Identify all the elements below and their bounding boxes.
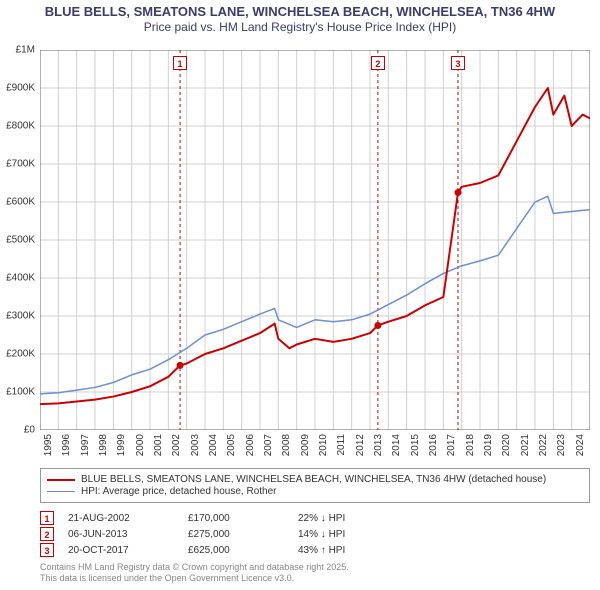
sale-dot xyxy=(374,322,381,329)
x-tick-label: 2006 xyxy=(245,434,256,456)
x-tick-label: 2022 xyxy=(538,434,549,456)
sales-price: £170,000 xyxy=(188,513,298,524)
x-tick-label: 2003 xyxy=(190,434,201,456)
legend-swatch xyxy=(47,479,75,481)
x-tick-label: 2011 xyxy=(336,434,347,456)
sales-row: 2 06-JUN-2013£275,00014% ↓ HPI xyxy=(40,526,590,542)
sale-marker: 3 xyxy=(451,56,465,70)
x-tick-label: 2023 xyxy=(556,434,567,456)
y-tick-label: £300K xyxy=(0,311,35,322)
x-tick-label: 2014 xyxy=(391,434,402,456)
x-tick-label: 1995 xyxy=(43,434,54,456)
sales-price: £625,000 xyxy=(188,545,298,556)
x-tick-label: 2016 xyxy=(428,434,439,456)
sales-marker: 2 xyxy=(40,527,54,541)
x-tick-label: 2015 xyxy=(410,434,421,456)
x-tick-label: 2019 xyxy=(483,434,494,456)
legend-row: HPI: Average price, detached house, Roth… xyxy=(47,486,583,497)
x-tick-label: 2021 xyxy=(520,434,531,456)
sales-date: 20-OCT-2017 xyxy=(68,545,188,556)
x-tick-label: 2024 xyxy=(575,434,586,456)
chart-svg xyxy=(40,50,590,430)
x-tick-label: 2010 xyxy=(318,434,329,456)
y-tick-label: £400K xyxy=(0,273,35,284)
sales-delta: 43% ↑ HPI xyxy=(298,545,398,556)
x-tick-label: 2018 xyxy=(465,434,476,456)
sales-date: 06-JUN-2013 xyxy=(68,529,188,540)
sale-marker: 2 xyxy=(371,56,385,70)
x-tick-label: 2012 xyxy=(355,434,366,456)
legend-row: BLUE BELLS, SMEATONS LANE, WINCHELSEA BE… xyxy=(47,474,583,485)
x-tick-label: 1996 xyxy=(61,434,72,456)
y-tick-label: £700K xyxy=(0,159,35,170)
x-tick-label: 2013 xyxy=(373,434,384,456)
sales-marker: 1 xyxy=(40,511,54,525)
x-tick-label: 2001 xyxy=(153,434,164,456)
x-tick-label: 2017 xyxy=(446,434,457,456)
footnote-line2: This data is licensed under the Open Gov… xyxy=(40,573,590,584)
legend: BLUE BELLS, SMEATONS LANE, WINCHELSEA BE… xyxy=(40,468,590,503)
y-tick-label: £800K xyxy=(0,121,35,132)
sale-dot xyxy=(177,362,184,369)
x-tick-label: 2005 xyxy=(226,434,237,456)
y-tick-label: £100K xyxy=(0,387,35,398)
legend-swatch xyxy=(47,491,75,492)
x-tick-label: 1998 xyxy=(98,434,109,456)
y-tick-label: £1M xyxy=(0,45,35,56)
x-tick-label: 1997 xyxy=(80,434,91,456)
sales-price: £275,000 xyxy=(188,529,298,540)
x-tick-label: 1999 xyxy=(116,434,127,456)
x-tick-label: 2004 xyxy=(208,434,219,456)
x-tick-label: 2009 xyxy=(300,434,311,456)
footnote: Contains HM Land Registry data © Crown c… xyxy=(40,562,590,584)
sales-delta: 22% ↓ HPI xyxy=(298,513,398,524)
legend-text: HPI: Average price, detached house, Roth… xyxy=(81,486,277,497)
y-tick-label: £500K xyxy=(0,235,35,246)
y-tick-label: £200K xyxy=(0,349,35,360)
sale-marker: 1 xyxy=(173,56,187,70)
title-subtitle: Price paid vs. HM Land Registry's House … xyxy=(8,20,592,34)
x-tick-label: 2020 xyxy=(501,434,512,456)
sale-dot xyxy=(455,189,462,196)
title-block: BLUE BELLS, SMEATONS LANE, WINCHELSEA BE… xyxy=(0,0,600,36)
y-tick-label: £0 xyxy=(0,425,35,436)
x-tick-label: 2000 xyxy=(135,434,146,456)
title-address: BLUE BELLS, SMEATONS LANE, WINCHELSEA BE… xyxy=(8,4,592,19)
sales-marker: 3 xyxy=(40,543,54,557)
chart-container: BLUE BELLS, SMEATONS LANE, WINCHELSEA BE… xyxy=(0,0,600,590)
x-tick-label: 2002 xyxy=(171,434,182,456)
sales-date: 21-AUG-2002 xyxy=(68,513,188,524)
footnote-line1: Contains HM Land Registry data © Crown c… xyxy=(40,562,590,573)
legend-text: BLUE BELLS, SMEATONS LANE, WINCHELSEA BE… xyxy=(81,474,546,485)
y-tick-label: £600K xyxy=(0,197,35,208)
sales-delta: 14% ↓ HPI xyxy=(298,529,398,540)
x-tick-label: 2008 xyxy=(281,434,292,456)
y-tick-label: £900K xyxy=(0,83,35,94)
sales-row: 1 21-AUG-2002£170,00022% ↓ HPI xyxy=(40,510,590,526)
x-tick-label: 2007 xyxy=(263,434,274,456)
sales-table: 1 21-AUG-2002£170,00022% ↓ HPI 2 06-JUN-201… xyxy=(40,510,590,558)
sales-row: 3 20-OCT-2017£625,00043% ↑ HPI xyxy=(40,542,590,558)
chart-area: £0£100K£200K£300K£400K£500K£600K£700K£80… xyxy=(40,50,590,430)
